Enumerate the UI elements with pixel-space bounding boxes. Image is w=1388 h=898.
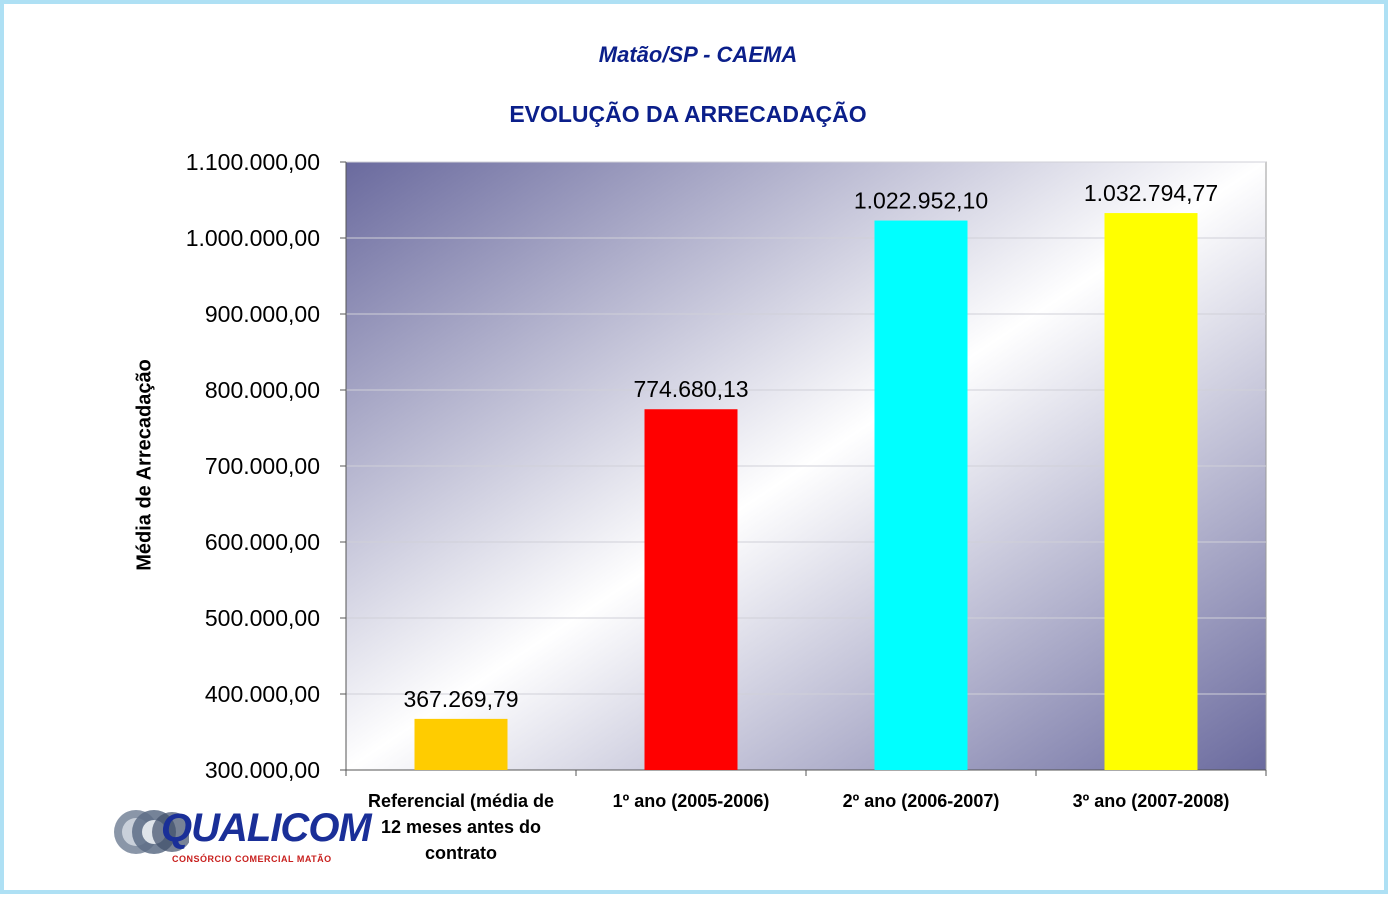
x-category-label: 2º ano (2006-2007) <box>843 791 1000 811</box>
x-category-label: Referencial (média de <box>368 791 554 811</box>
y-tick-label: 500.000,00 <box>205 605 320 631</box>
bar <box>1104 213 1198 770</box>
y-tick-label: 1.100.000,00 <box>186 149 320 175</box>
bar <box>874 220 968 770</box>
y-tick-label: 800.000,00 <box>205 377 320 403</box>
bar-value-label: 1.022.952,10 <box>854 188 988 214</box>
bar <box>414 718 508 770</box>
y-tick-label: 700.000,00 <box>205 453 320 479</box>
y-tick-label: 300.000,00 <box>205 757 320 783</box>
logo-name: QUALICOM <box>161 806 372 850</box>
logo-emblem-icon <box>114 810 192 854</box>
logo-tagline: CONSÓRCIO COMERCIAL MATÃO <box>172 854 332 864</box>
y-tick-label: 1.000.000,00 <box>186 225 320 251</box>
y-tick-label: 900.000,00 <box>205 301 320 327</box>
y-tick-label: 600.000,00 <box>205 529 320 555</box>
bar-value-label: 367.269,79 <box>403 686 518 712</box>
y-tick-label: 400.000,00 <box>205 681 320 707</box>
bar-chart: 300.000,00 400.000,00 500.000,00 600.000,00… <box>186 149 1267 863</box>
bar-value-label: 1.032.794,77 <box>1084 180 1218 206</box>
x-category-label: contrato <box>425 843 497 863</box>
chart-title: Matão/SP - CAEMA <box>598 42 798 67</box>
bar-value-label: 774.680,13 <box>633 376 748 402</box>
x-category-label: 1º ano (2005-2006) <box>613 791 770 811</box>
qualicom-logo: QUALICOM CONSÓRCIO COMERCIAL MATÃO <box>109 804 372 874</box>
chart-subtitle: EVOLUÇÃO DA ARRECADAÇÃO <box>509 101 867 127</box>
x-category-label: 12 meses antes do <box>381 817 541 837</box>
bar <box>644 409 738 770</box>
x-category-label: 3º ano (2007-2008) <box>1073 791 1230 811</box>
